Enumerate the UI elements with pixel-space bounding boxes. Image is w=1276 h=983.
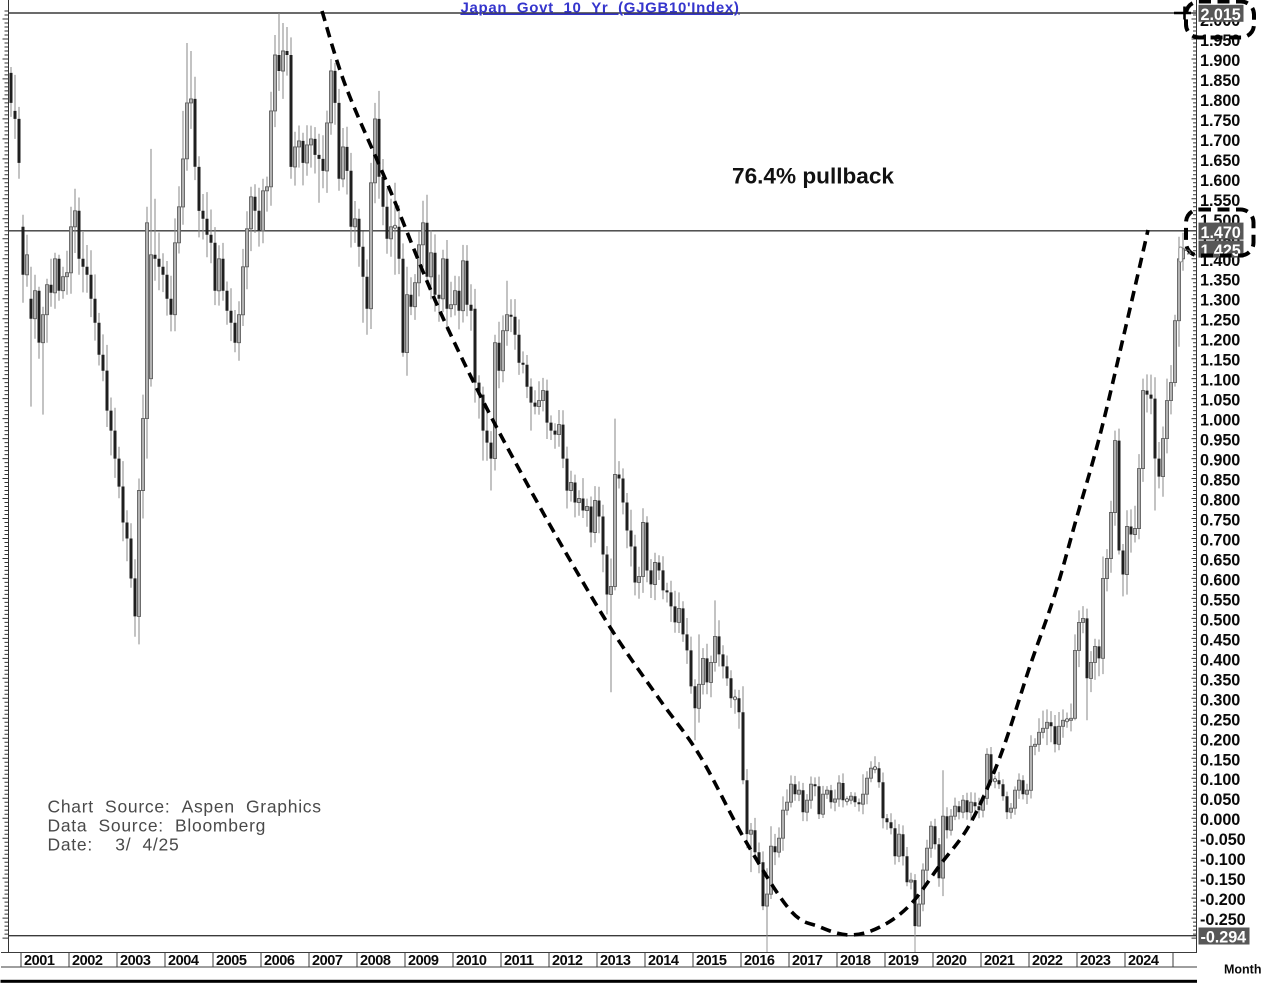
svg-text:1.250: 1.250: [1200, 312, 1240, 330]
svg-text:0.200: 0.200: [1200, 731, 1240, 749]
svg-text:2020: 2020: [936, 953, 967, 969]
svg-text:2003: 2003: [120, 953, 151, 969]
svg-text:2012: 2012: [552, 953, 583, 969]
svg-text:2013: 2013: [600, 953, 631, 969]
svg-text:2018: 2018: [840, 953, 871, 969]
svg-text:0.050: 0.050: [1200, 791, 1240, 809]
svg-text:2006: 2006: [264, 953, 295, 969]
svg-text:0.700: 0.700: [1200, 532, 1240, 550]
svg-text:0.150: 0.150: [1200, 751, 1240, 769]
svg-text:0.400: 0.400: [1200, 651, 1240, 669]
svg-text:2011: 2011: [504, 953, 534, 969]
svg-text:2.015: 2.015: [1201, 6, 1241, 24]
svg-text:Japan Govt 10 Yr (GJGB10'I: Japan Govt 10 Yr (GJGB10'Index): [460, 0, 739, 17]
svg-text:0.000: 0.000: [1200, 811, 1240, 829]
svg-text:1.350: 1.350: [1200, 272, 1240, 290]
svg-text:1.470: 1.470: [1201, 224, 1241, 242]
svg-text:0.750: 0.750: [1200, 512, 1240, 530]
svg-text:76.4% pullback: 76.4% pullback: [732, 164, 894, 189]
svg-text:0.250: 0.250: [1200, 711, 1240, 729]
svg-text:0.650: 0.650: [1200, 552, 1240, 570]
svg-text:2017: 2017: [792, 953, 823, 969]
svg-text:2019: 2019: [888, 953, 919, 969]
svg-text:0.850: 0.850: [1200, 472, 1240, 490]
svg-text:0.900: 0.900: [1200, 452, 1240, 470]
svg-text:2010: 2010: [456, 953, 487, 969]
svg-text:1.150: 1.150: [1200, 352, 1240, 370]
svg-text:Chart Source: Aspen Graphic: Chart Source: Aspen Graphics: [48, 797, 322, 817]
svg-text:1.600: 1.600: [1200, 172, 1240, 190]
svg-text:-0.100: -0.100: [1200, 851, 1246, 869]
svg-text:0.500: 0.500: [1200, 611, 1240, 629]
svg-text:1.650: 1.650: [1200, 152, 1240, 170]
svg-text:2002: 2002: [72, 953, 103, 969]
svg-text:2014: 2014: [648, 953, 679, 969]
svg-text:2001: 2001: [24, 953, 55, 969]
svg-text:0.100: 0.100: [1200, 771, 1240, 789]
svg-text:-0.294: -0.294: [1201, 929, 1247, 947]
svg-text:Date: 3/ 4/25: Date: 3/ 4/25: [48, 835, 180, 855]
svg-text:1.000: 1.000: [1200, 412, 1240, 430]
svg-text:2022: 2022: [1032, 953, 1063, 969]
svg-text:1.750: 1.750: [1200, 112, 1240, 130]
svg-text:2004: 2004: [168, 953, 199, 969]
svg-text:1.200: 1.200: [1200, 332, 1240, 350]
svg-text:2023: 2023: [1080, 953, 1111, 969]
svg-text:0.450: 0.450: [1200, 631, 1240, 649]
svg-text:2009: 2009: [408, 953, 439, 969]
svg-text:1.300: 1.300: [1200, 292, 1240, 310]
svg-text:2007: 2007: [312, 953, 343, 969]
svg-text:2016: 2016: [744, 953, 775, 969]
svg-text:Month: Month: [1224, 963, 1261, 977]
svg-text:1.550: 1.550: [1200, 192, 1240, 210]
svg-text:2008: 2008: [360, 953, 391, 969]
svg-text:1.800: 1.800: [1200, 92, 1240, 110]
svg-text:2005: 2005: [216, 953, 247, 969]
svg-text:-0.250: -0.250: [1200, 911, 1246, 929]
svg-text:2015: 2015: [696, 953, 727, 969]
svg-text:-0.050: -0.050: [1200, 831, 1246, 849]
svg-text:1.950: 1.950: [1200, 32, 1240, 50]
svg-text:1.900: 1.900: [1200, 52, 1240, 70]
svg-text:2024: 2024: [1128, 953, 1159, 969]
svg-text:0.800: 0.800: [1200, 492, 1240, 510]
svg-text:0.350: 0.350: [1200, 671, 1240, 689]
svg-text:1.700: 1.700: [1200, 132, 1240, 150]
svg-text:0.300: 0.300: [1200, 691, 1240, 709]
svg-text:0.600: 0.600: [1200, 571, 1240, 589]
svg-text:0.550: 0.550: [1200, 591, 1240, 609]
svg-text:-0.150: -0.150: [1200, 871, 1246, 889]
svg-text:-0.200: -0.200: [1200, 891, 1246, 909]
svg-text:1.850: 1.850: [1200, 72, 1240, 90]
svg-text:1.050: 1.050: [1200, 392, 1240, 410]
svg-text:Data Source: Bloomberg: Data Source: Bloomberg: [48, 816, 267, 836]
svg-text:2021: 2021: [984, 953, 1015, 969]
svg-text:0.950: 0.950: [1200, 432, 1240, 450]
svg-text:1.100: 1.100: [1200, 372, 1240, 390]
